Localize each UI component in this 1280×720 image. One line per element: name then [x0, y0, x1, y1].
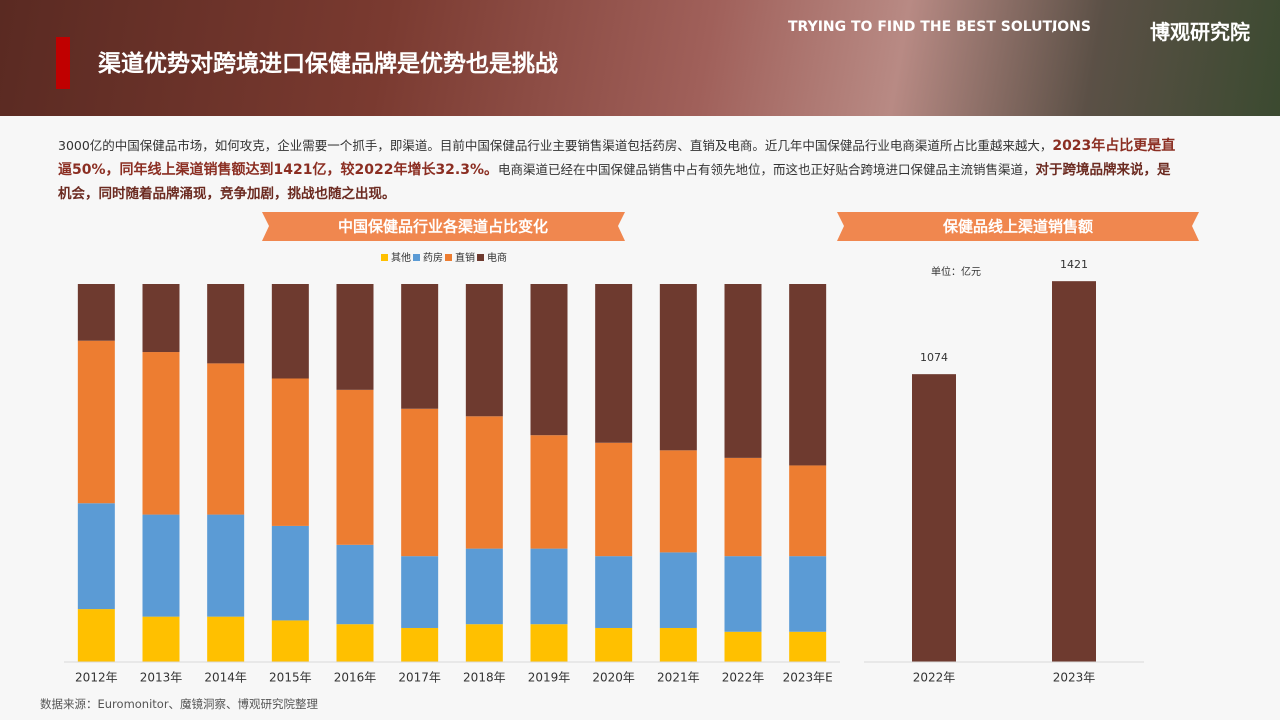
x-tick-label: 2015年 [269, 671, 312, 685]
x-tick-label: 2012年 [75, 671, 118, 685]
bar-segment [789, 631, 827, 662]
x-tick-label: 2016年 [334, 671, 377, 685]
bar-segment [465, 284, 503, 417]
x-tick-label: 2023年E [783, 671, 833, 685]
bar-segment [724, 631, 762, 662]
brand: 博观研究院 [1150, 20, 1250, 44]
x-tick-label: 2019年 [528, 671, 571, 685]
x-tick-label: 2023年 [1053, 671, 1096, 685]
legend-swatch [477, 254, 484, 261]
bar-segment [465, 416, 503, 549]
bar-segment [77, 609, 115, 662]
bar-segment [724, 284, 762, 458]
source: 数据来源：Euromonitor、魔镜洞察、博观研究院整理 [40, 697, 319, 711]
bar-segment [595, 284, 633, 443]
bar-segment [724, 556, 762, 632]
accent-bar [56, 37, 70, 89]
legend-swatch [413, 254, 420, 261]
bar-segment [789, 556, 827, 632]
bar-segment [336, 284, 374, 390]
bar-segment [271, 284, 309, 379]
tagline: TRYING TO FIND THE BEST SOLUTIONS [788, 19, 1091, 35]
intro-bold: 对于跨境品牌来说，是机会，同时随着品牌涌现，竞争加剧，挑战也随之出现。 [58, 162, 1171, 202]
bar-segment [659, 627, 697, 662]
bar-segment [789, 465, 827, 557]
x-tick-label: 2013年 [140, 671, 183, 685]
bar-segment [207, 616, 245, 662]
bar-segment [724, 457, 762, 557]
bar-segment [595, 627, 633, 662]
bar-segment [659, 552, 697, 628]
legend-label: 电商 [487, 251, 507, 264]
bar-segment [142, 352, 180, 515]
legend-swatch [381, 254, 388, 261]
legend-label: 其他 [391, 251, 411, 264]
banner [837, 212, 1199, 241]
bar-segment [595, 556, 633, 628]
x-tick-label: 2022年 [913, 671, 956, 685]
separator: / [1052, 19, 1057, 35]
banner [262, 212, 625, 241]
bar-segment [77, 340, 115, 504]
bar-segment [142, 514, 180, 617]
bar-segment [271, 620, 309, 662]
bar-segment [659, 450, 697, 553]
bar-segment [401, 627, 439, 662]
bar-segment [401, 408, 439, 557]
bar-segment [789, 284, 827, 466]
bar-segment [336, 389, 374, 545]
intro: 3000亿的中国保健品市场，如何攻克，企业需要一个抓手，即渠道。目前中国保健品行… [58, 134, 1178, 206]
intro-text: 电商渠道已经在中国保健品销售中占有领先地位，而这也正好贴合跨境进口保健品主流销售… [498, 162, 1036, 177]
unit-label: 单位：亿元 [931, 265, 981, 278]
bar-segment [336, 544, 374, 625]
chart-title: 中国保健品行业各渠道占比变化 [338, 218, 548, 236]
chart-title: 保健品线上渠道销售额 [942, 218, 1093, 236]
bar-segment [401, 284, 439, 409]
value-label: 1421 [1060, 258, 1088, 271]
x-tick-label: 2014年 [204, 671, 247, 685]
bar-segment [401, 556, 439, 628]
bar-segment [595, 442, 633, 557]
intro-text: 3000亿的中国保健品市场，如何攻克，企业需要一个抓手，即渠道。目前中国保健品行… [58, 138, 1053, 153]
bar-segment [207, 284, 245, 364]
x-tick-label: 2018年 [463, 671, 506, 685]
bar-segment [207, 514, 245, 617]
legend-swatch [445, 254, 452, 261]
x-tick-label: 2022年 [722, 671, 765, 685]
legend-label: 直销 [455, 251, 475, 264]
bar-segment [77, 503, 115, 610]
header: 渠道优势对跨境进口保健品牌是优势也是挑战 TRYING TO FIND THE … [0, 0, 1280, 116]
bar-segment [530, 624, 568, 662]
bar-segment [659, 284, 697, 451]
bar-segment [465, 548, 503, 625]
bar-segment [271, 378, 309, 526]
bar-segment [142, 616, 180, 662]
bar-segment [465, 624, 503, 662]
bar-segment [530, 435, 568, 549]
legend-label: 药房 [423, 251, 443, 264]
page-title: 渠道优势对跨境进口保健品牌是优势也是挑战 [98, 51, 558, 77]
x-tick-label: 2017年 [398, 671, 441, 685]
x-tick-label: 2020年 [592, 671, 635, 685]
bar [912, 374, 956, 662]
bar-segment [77, 284, 115, 341]
value-label: 1074 [920, 351, 948, 364]
bar-segment [142, 284, 180, 353]
bar-segment [271, 525, 309, 621]
bar-segment [530, 284, 568, 436]
bar [1052, 281, 1096, 662]
intro-highlight: 2023年占比更是直逼50%，同年线上渠道销售额达到1421亿，较2022年增长… [58, 138, 1176, 178]
x-tick-label: 2021年 [657, 671, 700, 685]
bar-segment [336, 624, 374, 662]
bar-segment [530, 548, 568, 625]
bar-segment [207, 363, 245, 515]
